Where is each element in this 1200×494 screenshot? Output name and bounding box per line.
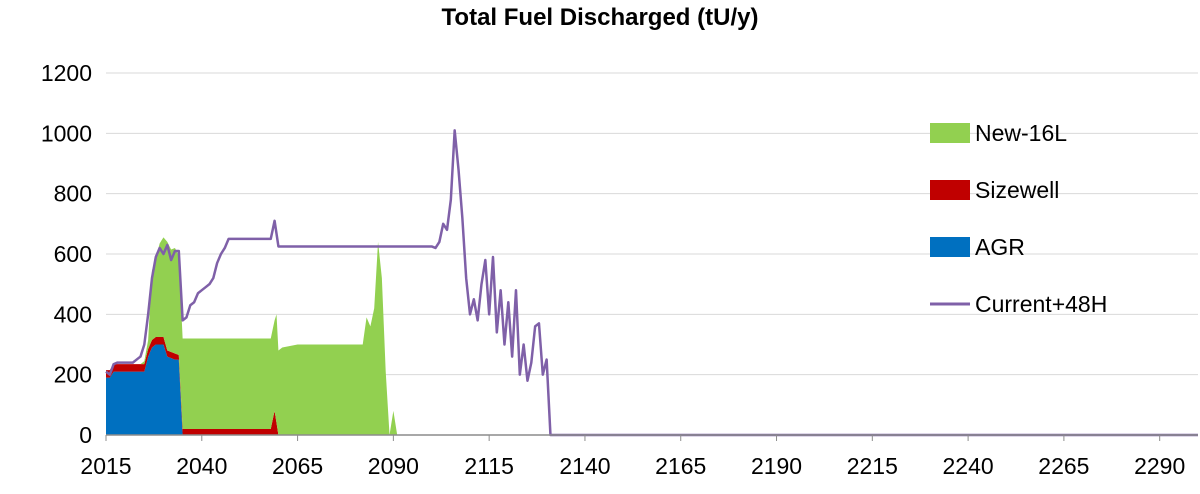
y-tick-label: 0 (79, 422, 92, 448)
legend-label: AGR (975, 234, 1025, 260)
x-tick-label: 2290 (1134, 453, 1185, 479)
x-tick-label: 2140 (559, 453, 610, 479)
line-layer (105, 129, 1198, 437)
y-tick-label: 400 (54, 301, 92, 327)
x-tick-label: 2190 (751, 453, 802, 479)
y-tick-label: 800 (54, 181, 92, 207)
x-tick-label: 2115 (464, 453, 513, 479)
chart-title: Total Fuel Discharged (tU/y) (441, 4, 759, 31)
legend-label: New-16L (975, 120, 1067, 146)
legend-swatch (930, 123, 970, 143)
x-tick-label: 2040 (176, 453, 227, 479)
line-current-48h (105, 129, 1198, 437)
area-new-16l (106, 237, 1198, 435)
axis-layer: 0 200 400 600 800 1000 1200 2015 2040 2065 2090 211… (41, 60, 1198, 479)
x-tick-label: 2090 (368, 453, 419, 479)
x-tick-label: 2215 (847, 453, 898, 479)
x-tick-label: 2240 (943, 453, 994, 479)
x-tick-label: 2065 (272, 453, 323, 479)
x-tick-label: 2165 (655, 453, 706, 479)
x-tick-label: 2015 (80, 453, 131, 479)
y-tick-label: 1000 (41, 120, 92, 146)
legend-swatch (930, 180, 970, 200)
grid-layer (106, 72, 1198, 376)
legend-layer: New-16L Sizewell AGR Current+48H (930, 120, 1107, 317)
y-tick-label: 200 (54, 362, 92, 388)
x-tick-label: 2265 (1038, 453, 1089, 479)
legend-label: Current+48H (975, 291, 1107, 317)
area-layer (106, 237, 1198, 435)
legend-label: Sizewell (975, 177, 1059, 203)
y-tick-label: 600 (54, 241, 92, 267)
legend-swatch (930, 237, 970, 257)
y-tick-label: 1200 (41, 60, 92, 86)
